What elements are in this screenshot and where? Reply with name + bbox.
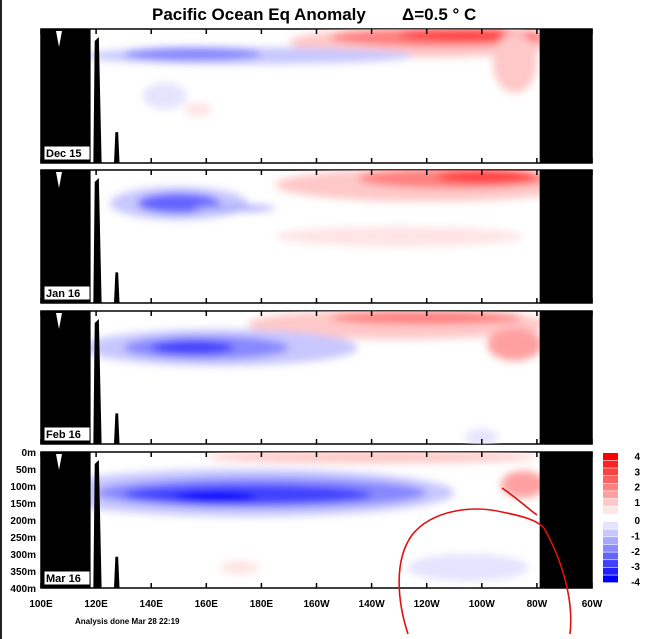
land-spike [114,132,120,163]
colorbar-swatch [603,498,618,506]
anomaly-contour [192,204,276,212]
contour-interval: Δ=0.5 ° C [402,5,476,24]
y-tick-label: 300m [10,550,36,561]
panel-label-box [43,426,91,442]
hand-drawn-annotation [398,487,572,635]
anomaly-contour [173,491,256,505]
panel-label: Mar 16 [46,573,81,585]
x-tick-label: 180E [250,599,274,610]
anomaly-contour [501,470,546,498]
y-tick-label: 0m [22,448,37,459]
anomaly-contour [184,102,212,117]
land-spike [114,272,120,303]
colorbar-swatch [603,529,618,537]
x-tick-label: 60W [582,599,603,610]
panel-label: Jan 16 [46,288,80,300]
land-spike [93,178,102,303]
y-tick-label: 100m [10,482,36,493]
x-tick-label: 160W [303,599,330,610]
x-tick-label: 120E [84,599,108,610]
x-tick-label: 140W [359,599,386,610]
panel-label-box [43,145,91,161]
land-mask-west [41,29,91,163]
anomaly-contour [151,340,234,355]
colorbar-label: -2 [631,547,640,558]
land-mask-east [539,29,592,163]
y-tick-label: 150m [10,499,36,510]
anomaly-contour [123,47,262,61]
colorbar-swatch [603,491,618,499]
anomaly-contour [330,311,524,325]
panel-mar-16: Mar 16 [40,451,593,589]
x-tick-label: 120W [414,599,441,610]
x-tick-label: 160E [195,599,219,610]
colorbar-swatch [603,483,618,491]
panel-jan-16: Jan 16 [40,169,593,304]
colorbar-label: -4 [631,577,640,588]
panel-label-box [43,285,91,301]
colorbar-swatch [603,514,618,522]
colorbar-label: 3 [634,467,640,478]
colorbar-swatch [603,460,618,468]
colorbar-swatch [603,468,618,476]
anomaly-contour [465,429,499,444]
x-tick-label: 140E [140,599,164,610]
land-mask-west [41,170,91,303]
x-tick-label: 80W [527,599,548,610]
panel-label-box [43,570,91,586]
panel-dec-15: Dec 15 [40,28,593,164]
land-spike [93,319,102,444]
land-mask-east [539,311,592,444]
chart-title: Pacific Ocean Eq Anomaly [152,5,366,24]
footnote: Analysis done Mar 28 22:19 [75,617,180,626]
colorbar-swatch [603,560,618,568]
colorbar-swatch [603,506,618,514]
y-tick-label: 350m [10,567,36,578]
colorbar-label: 2 [634,483,640,494]
y-tick-label: 200m [10,516,36,527]
panel-feb-16: Feb 16 [40,310,593,445]
colorbar-swatch [603,537,618,545]
land-spike [93,37,102,163]
land-spike [93,460,102,588]
colorbar-swatch [603,521,618,529]
land-mask-west [41,452,91,588]
anomaly-contour [275,226,524,247]
y-tick-label: 400m [10,584,36,595]
y-tick-label: 250m [10,533,36,544]
colorbar-label: 0 [634,516,640,527]
y-tick-label: 50m [16,465,36,476]
colorbar-swatch [603,575,618,583]
colorbar-swatch [603,544,618,552]
anomaly-contour [437,170,537,184]
colorbar-swatch [603,567,618,575]
colorbar-swatch [603,475,618,483]
x-tick-label: 100E [29,599,53,610]
panel-label: Feb 16 [46,429,81,441]
colorbar-label: 4 [634,452,640,463]
colorbar-swatch [603,552,618,560]
colorbar-swatch [603,453,618,461]
anomaly-contour [492,32,537,93]
land-mask-east [539,452,592,588]
colorbar-label: -3 [631,562,640,573]
panel-label: Dec 15 [46,148,81,160]
colorbar-label: 1 [634,498,640,509]
anomaly-contour [487,327,543,361]
anomaly-contour [206,452,537,464]
anomaly-contour [220,560,259,575]
land-mask-east [539,170,592,303]
land-spike [114,413,120,444]
colorbar-label: -1 [631,531,640,542]
anomaly-contour [142,82,188,110]
land-spike [114,556,120,588]
land-mask-west [41,311,91,444]
x-tick-label: 100W [469,599,496,610]
anomaly-contour [407,554,529,582]
